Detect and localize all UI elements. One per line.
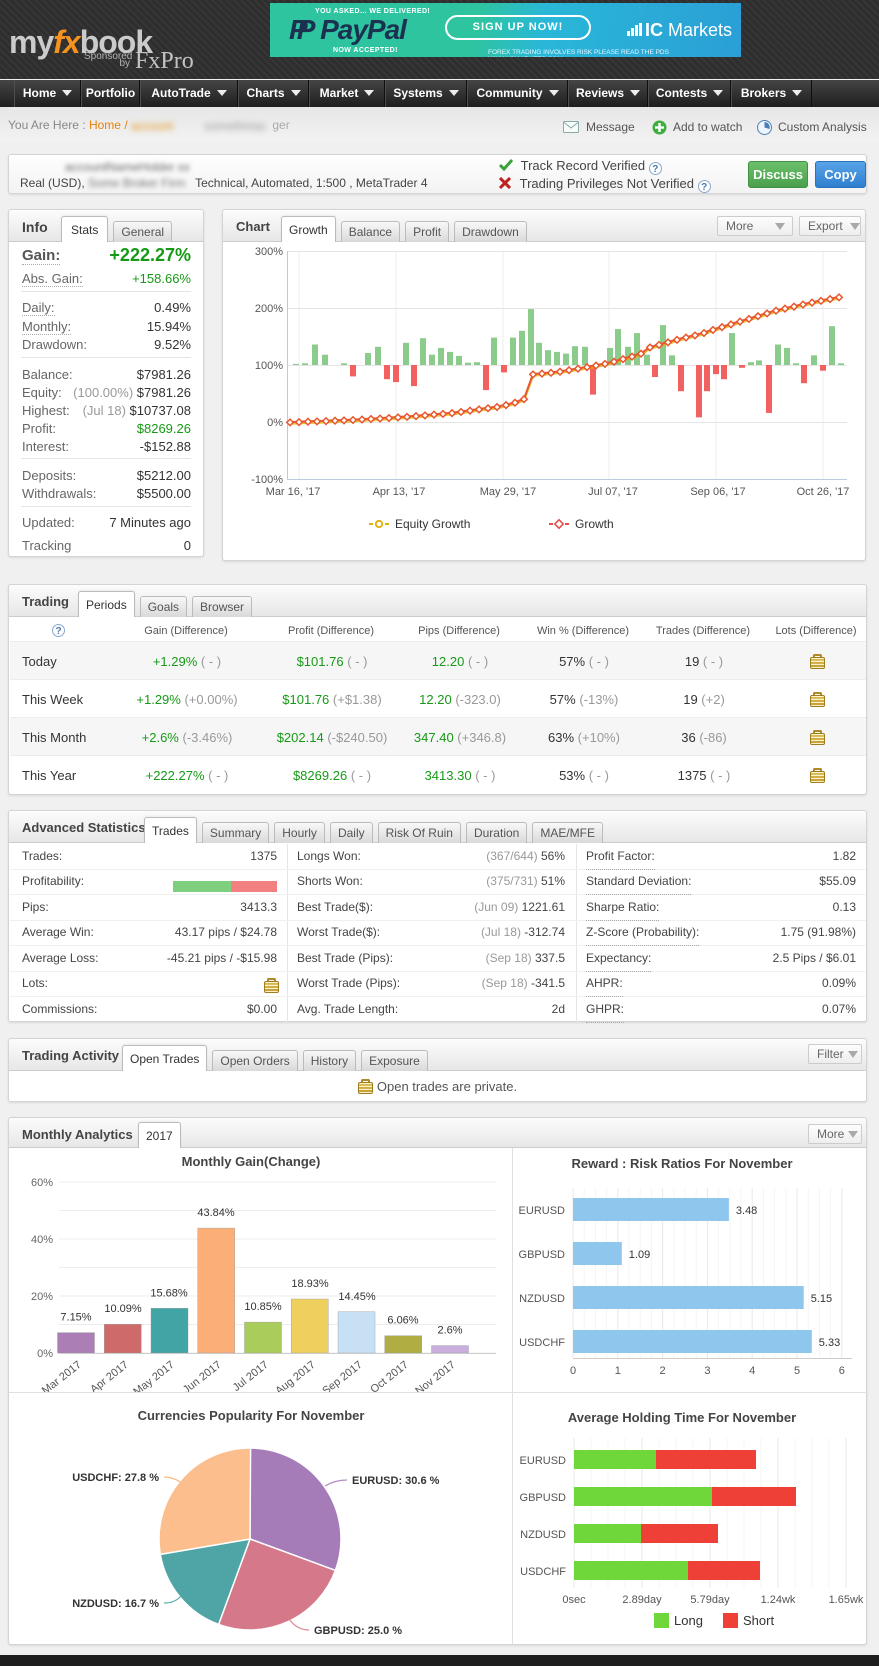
- svg-text:7.15%: 7.15%: [60, 1312, 91, 1324]
- svg-text:2: 2: [660, 1365, 666, 1377]
- svg-text:10.09%: 10.09%: [104, 1303, 142, 1315]
- svg-text:0sec: 0sec: [562, 1594, 586, 1606]
- svg-text:1.65wk: 1.65wk: [829, 1594, 864, 1606]
- svg-text:10.85%: 10.85%: [244, 1301, 282, 1313]
- svg-text:Jul 2017: Jul 2017: [231, 1359, 271, 1392]
- svg-text:2.89day: 2.89day: [622, 1594, 662, 1606]
- svg-text:5.79day: 5.79day: [690, 1594, 730, 1606]
- svg-text:May 29, '17: May 29, '17: [480, 486, 537, 498]
- svg-text:43.84%: 43.84%: [197, 1207, 235, 1219]
- svg-text:USDCHF: 27.8 %: USDCHF: 27.8 %: [72, 1472, 159, 1484]
- svg-text:Reward : Risk Ratios For Novem: Reward : Risk Ratios For November: [571, 1156, 792, 1171]
- svg-text:1.24wk: 1.24wk: [761, 1594, 796, 1606]
- svg-text:5: 5: [794, 1365, 800, 1377]
- svg-text:1: 1: [615, 1365, 621, 1377]
- svg-text:15.68%: 15.68%: [150, 1287, 188, 1299]
- svg-text:3.48: 3.48: [736, 1205, 757, 1217]
- svg-text:1.09: 1.09: [629, 1249, 650, 1261]
- svg-text:6.06%: 6.06%: [387, 1315, 418, 1327]
- svg-text:40%: 40%: [31, 1234, 53, 1246]
- svg-text:3: 3: [704, 1365, 710, 1377]
- svg-text:GBPUSD: 25.0 %: GBPUSD: 25.0 %: [314, 1625, 402, 1637]
- svg-text:USDCHF: USDCHF: [520, 1566, 566, 1578]
- svg-text:0: 0: [570, 1365, 576, 1377]
- svg-text:Monthly Gain(Change): Monthly Gain(Change): [182, 1154, 321, 1169]
- svg-text:EURUSD: EURUSD: [520, 1455, 567, 1467]
- svg-text:14.45%: 14.45%: [338, 1291, 376, 1303]
- svg-text:Equity Growth: Equity Growth: [395, 517, 470, 531]
- svg-text:Oct 26, '17: Oct 26, '17: [797, 486, 850, 498]
- svg-text:Growth: Growth: [575, 517, 614, 531]
- svg-text:60%: 60%: [31, 1177, 53, 1189]
- svg-text:-100%: -100%: [251, 474, 283, 486]
- svg-text:USDCHF: USDCHF: [519, 1337, 565, 1349]
- svg-text:Aug 2017: Aug 2017: [273, 1359, 318, 1392]
- svg-text:Short: Short: [743, 1613, 774, 1628]
- svg-text:300%: 300%: [255, 246, 283, 258]
- svg-text:EURUSD: EURUSD: [519, 1205, 566, 1217]
- svg-text:100%: 100%: [255, 360, 283, 372]
- svg-text:5.33: 5.33: [819, 1337, 840, 1349]
- svg-text:20%: 20%: [31, 1291, 53, 1303]
- svg-text:Apr 13, '17: Apr 13, '17: [373, 486, 426, 498]
- svg-text:Mar 16, '17: Mar 16, '17: [266, 486, 321, 498]
- svg-text:Jun 2017: Jun 2017: [181, 1359, 224, 1392]
- svg-text:0%: 0%: [267, 417, 283, 429]
- svg-text:Currencies Popularity For Nove: Currencies Popularity For November: [138, 1408, 365, 1423]
- svg-text:4: 4: [749, 1365, 755, 1377]
- svg-text:Nov 2017: Nov 2017: [413, 1359, 457, 1392]
- svg-text:Jul 07, '17: Jul 07, '17: [588, 486, 638, 498]
- svg-text:Sep 2017: Sep 2017: [320, 1359, 365, 1392]
- svg-text:Long: Long: [674, 1613, 703, 1628]
- svg-text:18.93%: 18.93%: [291, 1278, 329, 1290]
- svg-text:Mar 2017: Mar 2017: [40, 1359, 84, 1392]
- svg-text:6: 6: [839, 1365, 845, 1377]
- svg-text:5.15: 5.15: [811, 1293, 832, 1305]
- svg-text:0%: 0%: [37, 1348, 53, 1360]
- svg-text:May 2017: May 2017: [131, 1359, 176, 1392]
- svg-text:2.6%: 2.6%: [437, 1325, 462, 1337]
- svg-text:Sep 06, '17: Sep 06, '17: [690, 486, 745, 498]
- svg-text:GBPUSD: GBPUSD: [519, 1249, 566, 1261]
- svg-text:200%: 200%: [255, 303, 283, 315]
- svg-text:NZDUSD: 16.7 %: NZDUSD: 16.7 %: [72, 1598, 159, 1610]
- svg-text:NZDUSD: NZDUSD: [520, 1529, 566, 1541]
- svg-text:Apr 2017: Apr 2017: [88, 1359, 131, 1392]
- svg-text:EURUSD: 30.6 %: EURUSD: 30.6 %: [352, 1475, 440, 1487]
- svg-text:Oct 2017: Oct 2017: [368, 1359, 411, 1392]
- svg-text:NZDUSD: NZDUSD: [519, 1293, 565, 1305]
- svg-text:GBPUSD: GBPUSD: [520, 1492, 567, 1504]
- svg-text:Average Holding Time For Novem: Average Holding Time For November: [568, 1410, 796, 1425]
